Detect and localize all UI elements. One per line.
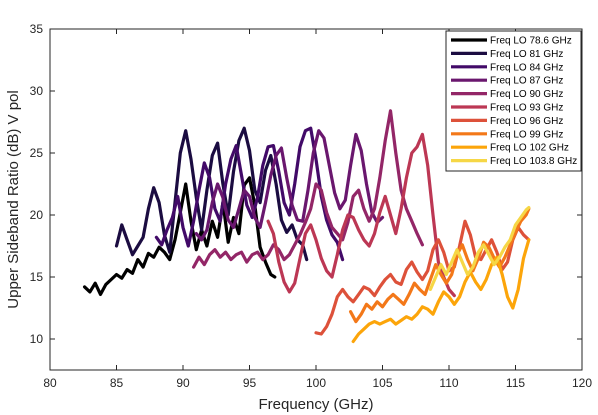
x-tick-label-5: 105 xyxy=(372,376,392,390)
legend-entry-7: Freq LO 99 GHz xyxy=(490,129,563,140)
legend-entry-0: Freq LO 78.6 GHz xyxy=(490,36,572,47)
series-line-7 xyxy=(349,207,531,324)
series-line-4 xyxy=(192,109,424,269)
legend-entry-5: Freq LO 93 GHz xyxy=(490,103,563,114)
legend-entry-3: Freq LO 87 GHz xyxy=(490,76,563,87)
legend-entry-2: Freq LO 84 GHz xyxy=(490,62,563,73)
y-tick-label-0: 10 xyxy=(30,332,44,346)
legend-entry-9: Freq LO 103.8 GHz xyxy=(490,156,577,167)
y-tick-label-5: 35 xyxy=(30,22,44,36)
legend: Freq LO 78.6 GHz Freq LO 81 GHz Freq LO 84… xyxy=(445,30,582,172)
x-tick-label-2: 90 xyxy=(176,376,190,390)
x-tick-label-6: 110 xyxy=(439,376,458,390)
x-axis-ticks: 80 85 90 95 100 105 110 115 120 xyxy=(43,29,592,390)
x-tick-label-1: 85 xyxy=(110,376,124,390)
x-tick-label-0: 80 xyxy=(43,376,57,390)
x-axis-label: Frequency (GHz) xyxy=(258,396,373,413)
y-tick-label-2: 20 xyxy=(30,208,44,222)
y-tick-label-3: 25 xyxy=(30,146,44,160)
y-tick-label-4: 30 xyxy=(30,84,44,98)
series-line-1 xyxy=(114,126,309,262)
x-tick-label-4: 100 xyxy=(306,376,326,390)
series-line-8 xyxy=(351,238,531,344)
series-line-2 xyxy=(154,126,345,262)
series-line-9 xyxy=(428,206,531,291)
y-tick-label-1: 15 xyxy=(30,270,44,284)
x-tick-label-7: 115 xyxy=(506,376,525,390)
series-lines xyxy=(83,109,531,344)
x-tick-label-8: 120 xyxy=(572,376,592,390)
series-line-5 xyxy=(266,132,456,298)
legend-entry-4: Freq LO 90 GHz xyxy=(490,89,563,100)
legend-entry-8: Freq LO 102 GHz xyxy=(490,143,569,154)
series-line-6 xyxy=(314,219,531,336)
series-line-3 xyxy=(194,129,385,242)
legend-entry-6: Freq LO 96 GHz xyxy=(490,116,563,127)
legend-entry-1: Freq LO 81 GHz xyxy=(490,49,563,60)
x-tick-label-3: 95 xyxy=(243,376,257,390)
y-axis-label: Upper Sideband Ratio (dB) V pol xyxy=(5,90,22,308)
